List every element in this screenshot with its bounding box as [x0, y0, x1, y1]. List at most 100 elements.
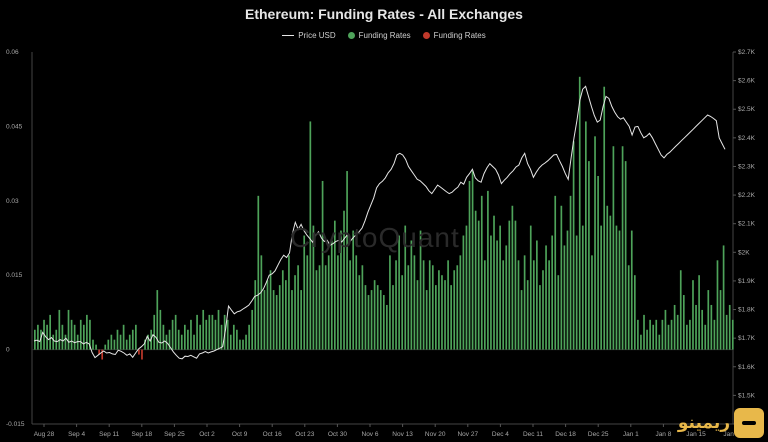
funding-rate-bar [49, 314, 51, 350]
funding-rate-bar [585, 121, 587, 350]
funding-rate-bar [514, 220, 517, 350]
legend-item-price[interactable]: Price USD [282, 31, 336, 40]
legend-item-funding-positive[interactable]: Funding Rates [347, 31, 411, 40]
funding-rate-bar [542, 270, 544, 350]
funding-rate-bar [664, 309, 667, 350]
funding-rate-bar [621, 146, 624, 350]
funding-rate-bar [34, 329, 36, 350]
funding-rate-bar [190, 319, 192, 350]
funding-rate-bar [229, 334, 232, 350]
funding-rate-bar [689, 319, 691, 350]
funding-rate-bar [483, 260, 486, 350]
funding-rate-bar [202, 309, 205, 350]
x-tick-label: Dec 4 [492, 431, 509, 438]
funding-rate-bar [386, 304, 388, 350]
brand-text: ریمینو [677, 413, 730, 432]
funding-rate-bar [710, 304, 713, 350]
funding-rate-bar [306, 255, 309, 350]
funding-rate-bar [367, 295, 370, 350]
y-right-tick-label: $2.7K [738, 49, 756, 56]
funding-rate-bar [324, 265, 327, 350]
funding-rate-bar [456, 265, 459, 350]
funding-rate-bar [728, 304, 731, 350]
funding-rate-bar [107, 339, 110, 350]
funding-rate-bar [379, 290, 382, 350]
funding-rate-bar [511, 205, 514, 350]
y-right-tick-label: $2.3K [738, 163, 756, 170]
funding-rate-bar [447, 260, 449, 350]
funding-rate-bar [37, 324, 39, 350]
funding-rate-bar [661, 319, 664, 350]
funding-rate-bar [266, 280, 269, 350]
chart-title: Ethereum: Funding Rates - All Exchanges [245, 6, 523, 22]
funding-rate-bar [505, 245, 508, 350]
funding-rate-bar [297, 265, 299, 350]
x-tick-label: Dec 18 [555, 431, 576, 438]
funding-rate-bar [444, 280, 446, 350]
x-tick-label: Nov 6 [362, 431, 379, 438]
funding-rate-bar [232, 324, 235, 350]
funding-rate-bar [490, 235, 492, 350]
funding-rate-bar [404, 225, 407, 350]
x-tick-label: Oct 2 [199, 431, 215, 438]
funding-rate-bar [407, 265, 410, 350]
funding-rate-bar [141, 349, 143, 360]
brand-mark-icon [734, 408, 764, 438]
funding-rate-bar [174, 314, 177, 350]
funding-rate-bar [646, 329, 648, 350]
x-tick-label: Nov 13 [392, 431, 413, 438]
funding-rate-bar [254, 280, 257, 350]
funding-rate-bar [410, 240, 413, 350]
funding-rate-bar [419, 230, 422, 350]
funding-rate-bar [352, 230, 355, 350]
funding-rate-bar [640, 334, 642, 350]
x-tick-label: Aug 28 [34, 431, 55, 438]
funding-rate-bar [526, 280, 529, 350]
funding-rate-bar [205, 319, 208, 350]
funding-rate-bar [52, 334, 55, 350]
legend-line-icon [282, 35, 295, 36]
funding-rate-bar [321, 180, 324, 350]
funding-rate-bar [82, 324, 85, 350]
funding-rate-bar [183, 324, 186, 350]
funding-rate-bar [471, 171, 474, 350]
x-tick-label: Jan [723, 431, 734, 438]
funding-rate-bar [101, 349, 104, 360]
funding-rate-bar [499, 225, 501, 350]
funding-rate-bar [46, 324, 48, 350]
funding-rate-bar [333, 220, 336, 350]
funding-rate-bar [242, 339, 244, 350]
funding-rate-bar [701, 309, 704, 350]
funding-rate-bar [135, 324, 137, 350]
funding-rate-bar [86, 314, 88, 350]
funding-rate-bar [79, 319, 82, 350]
legend-label-funding-positive: Funding Rates [358, 31, 411, 40]
funding-rate-bar [557, 275, 560, 350]
funding-rate-bar [55, 329, 58, 350]
funding-rate-bar [144, 339, 146, 350]
funding-rate-bar [477, 220, 480, 350]
funding-rate-bar [217, 309, 220, 350]
x-tick-label: Jan 8 [655, 431, 671, 438]
x-tick-label: Sep 11 [99, 431, 120, 438]
funding-rate-bar [95, 344, 97, 350]
funding-rate-bar [416, 280, 419, 350]
funding-rate-bar [450, 285, 452, 350]
funding-rate-bar [373, 280, 376, 350]
funding-rate-bar [578, 76, 581, 350]
funding-rate-bar [676, 314, 679, 350]
funding-rate-bar [355, 255, 358, 350]
funding-rate-bar [581, 225, 584, 350]
funding-rate-bar [523, 255, 526, 350]
legend-item-funding-negative[interactable]: Funding Rates [422, 31, 486, 40]
funding-rate-bar [312, 225, 315, 350]
funding-rate-bar [263, 290, 266, 350]
funding-rate-bar [245, 334, 247, 350]
y-left-tick-label: 0 [6, 347, 10, 354]
x-tick-label: Dec 11 [523, 431, 543, 438]
funding-rate-bar [435, 285, 437, 350]
funding-rate-bar [288, 255, 290, 350]
funding-rate-bar [300, 290, 303, 350]
y-left-tick-label: 0.045 [6, 123, 23, 130]
